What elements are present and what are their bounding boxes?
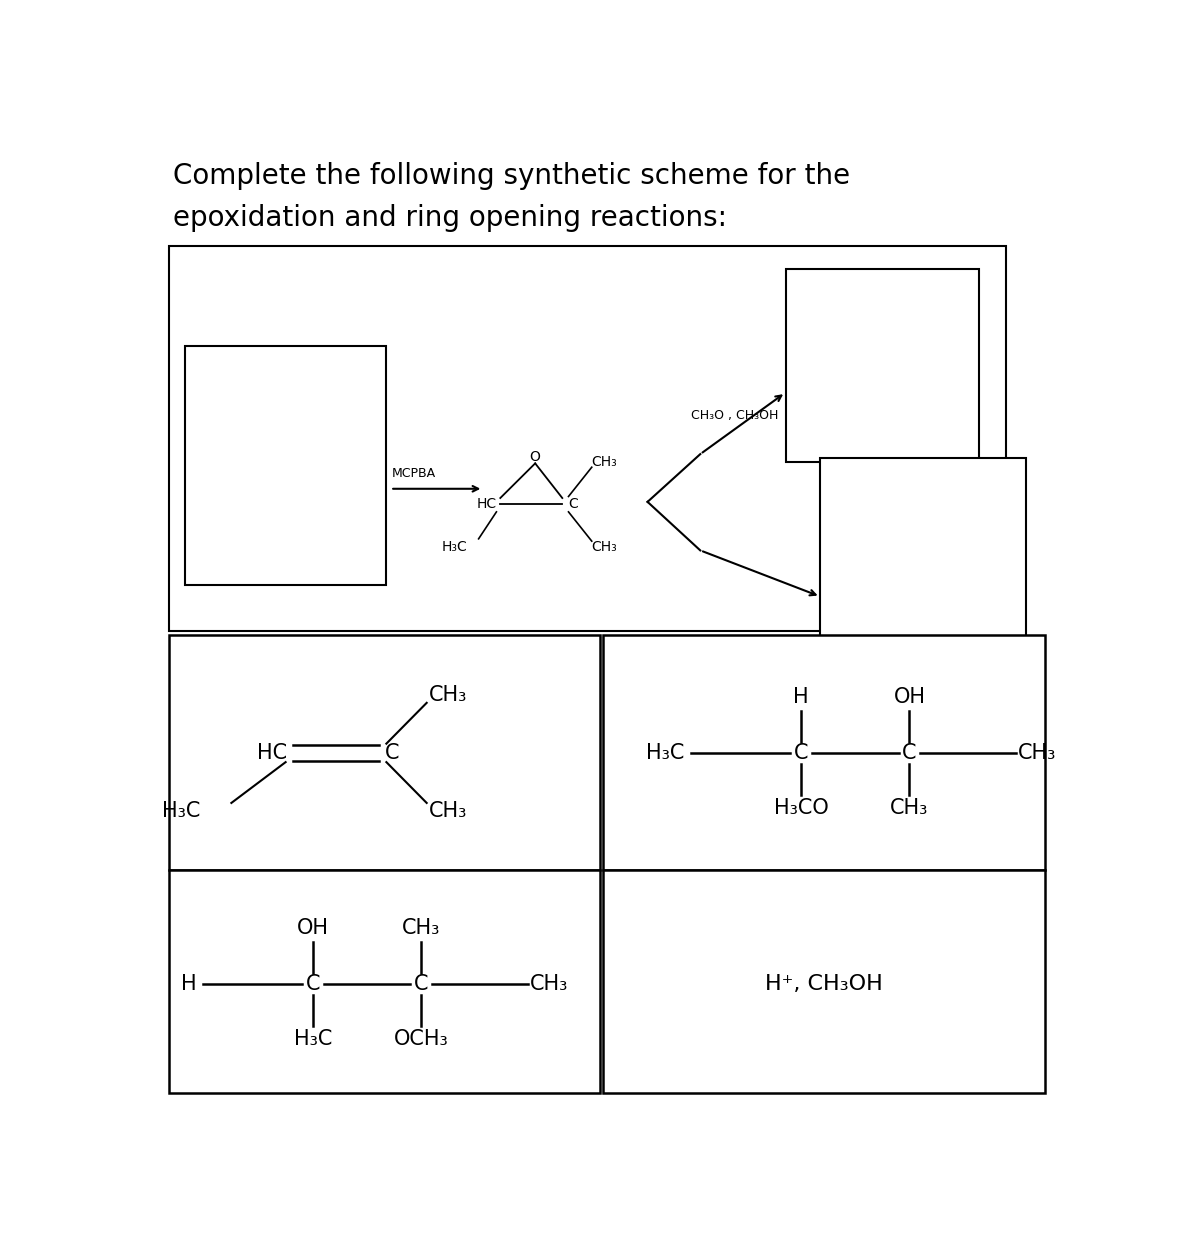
Text: H₃C: H₃C (294, 1029, 332, 1049)
Text: C: C (306, 974, 320, 993)
Text: CH₃: CH₃ (402, 918, 440, 939)
Text: HC: HC (476, 497, 497, 511)
Text: MCPBA: MCPBA (391, 468, 436, 480)
Text: O: O (529, 450, 541, 464)
Bar (604, 635, 1045, 870)
Text: H: H (793, 688, 809, 708)
Text: OH: OH (296, 918, 329, 939)
Bar (786, 270, 979, 461)
Text: H₃C: H₃C (442, 539, 468, 553)
Text: OH: OH (894, 688, 925, 708)
Text: CH₃: CH₃ (592, 455, 618, 469)
Bar (604, 870, 1045, 1094)
Text: H₃CO: H₃CO (774, 798, 828, 819)
Text: OCH₃: OCH₃ (394, 1029, 449, 1049)
Text: CH₃: CH₃ (430, 685, 467, 705)
Text: C: C (385, 743, 400, 763)
Bar (169, 870, 600, 1094)
Text: HC: HC (257, 743, 287, 763)
Text: H₃C: H₃C (162, 800, 200, 820)
Text: H⁺, CH₃OH: H⁺, CH₃OH (766, 974, 883, 993)
Text: CH₃: CH₃ (529, 974, 568, 993)
Bar (821, 458, 1026, 651)
Text: C: C (569, 497, 578, 511)
Bar (185, 346, 386, 585)
Bar (169, 246, 1007, 631)
Text: C: C (902, 743, 917, 763)
Text: C: C (793, 743, 809, 763)
Text: C: C (414, 974, 428, 993)
Text: CH₃O , CH₃OH: CH₃O , CH₃OH (691, 409, 779, 423)
Text: Complete the following synthetic scheme for the: Complete the following synthetic scheme … (173, 162, 851, 189)
Text: H: H (181, 974, 197, 993)
Text: CH₃: CH₃ (1018, 743, 1056, 763)
Text: H₃C: H₃C (647, 743, 685, 763)
Text: epoxidation and ring opening reactions:: epoxidation and ring opening reactions: (173, 204, 727, 231)
Bar (169, 635, 600, 870)
Text: CH₃: CH₃ (430, 800, 467, 820)
Text: CH₃: CH₃ (890, 798, 929, 819)
Text: CH₃: CH₃ (592, 539, 618, 553)
